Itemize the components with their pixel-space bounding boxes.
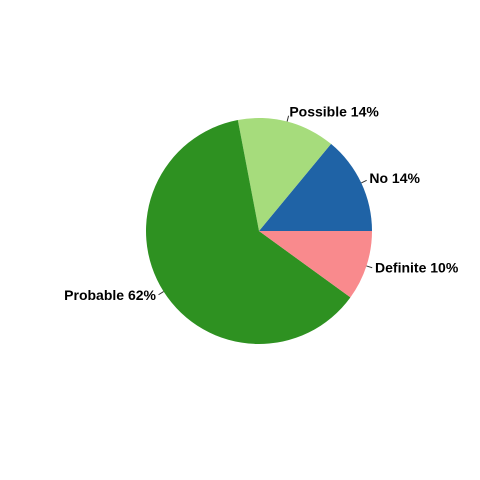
leader-line-probable — [158, 291, 164, 296]
slice-label-no: No 14% — [369, 170, 420, 186]
pie-slice-possible — [237, 117, 332, 231]
pie-slice-definite — [259, 231, 372, 298]
pie-slices — [146, 117, 372, 344]
slice-label-probable: Probable 62% — [64, 287, 156, 303]
slice-label-possible: Possible 14% — [289, 104, 379, 120]
leader-line-definite — [366, 265, 373, 269]
pie-labels: No 14% Possible 14% Probable 62% Definite 1… — [64, 104, 459, 304]
slice-label-definite: Definite 10% — [375, 259, 459, 275]
leader-line-no — [361, 179, 367, 184]
pie-slice-no — [259, 143, 372, 231]
leader-line-possible — [286, 115, 290, 122]
pie-slice-probable — [146, 120, 351, 344]
